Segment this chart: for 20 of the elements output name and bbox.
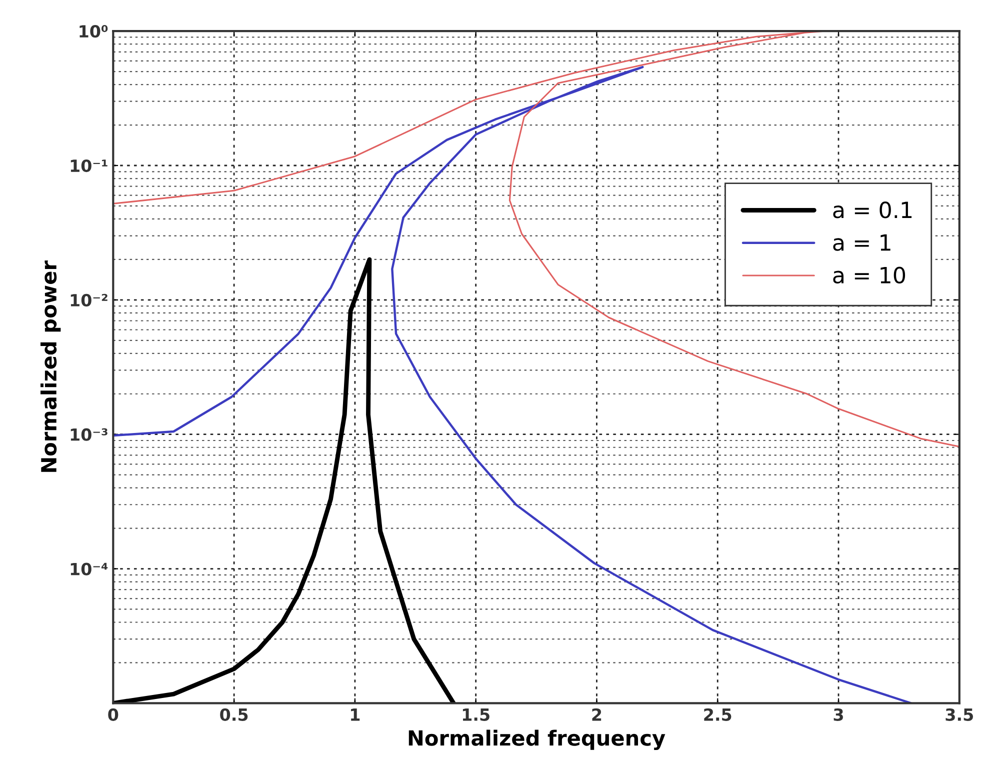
legend-label: a = 1 [833,234,890,251]
y-tick-label: 10⁻¹ [70,159,108,172]
x-tick-label: 3.5 [946,708,973,721]
x-tick-label: 0 [108,708,118,721]
x-tick-label: 2.5 [704,708,732,721]
legend-label: a = 0.1 [833,202,912,218]
y-tick-label: 10⁻² [70,294,108,306]
x-tick-label: 1 [351,708,360,721]
x-tick-label: 2 [592,708,602,721]
x-tick-label: 3 [834,708,843,721]
line-series [113,66,912,704]
y-tick-label: 10⁻³ [70,428,108,441]
x-tick-label: 0.5 [220,708,248,721]
x-axis-title: Normalized frequency [408,730,666,750]
x-tick-label: 1.5 [462,708,490,721]
legend-label: a = 10 [833,266,906,284]
line-series [113,257,456,704]
y-tick-label: 10⁰ [80,25,108,38]
y-axis-title: Normalized power [40,260,61,472]
y-tick-label: 10⁻⁴ [70,562,108,576]
